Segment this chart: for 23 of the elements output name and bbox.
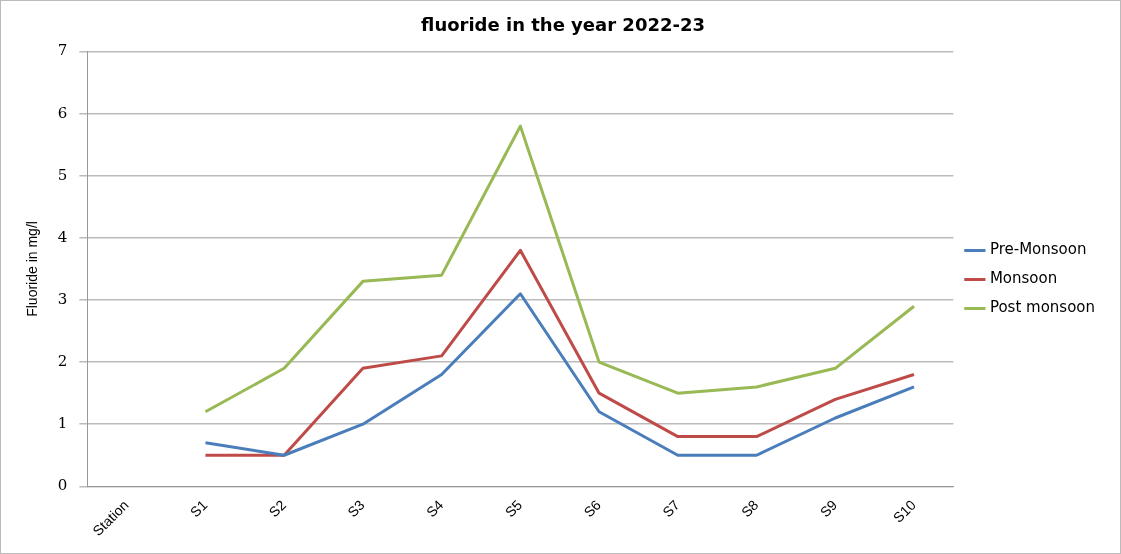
x-tick-label: S5 [501,496,526,521]
y-tick-label: 1 [57,414,68,433]
legend-label: Monsoon [989,269,1058,288]
y-tick-label: 2 [57,351,68,370]
x-tick-label: S4 [423,496,447,521]
legend-label: Pre-Monsoon [989,240,1087,259]
x-tick-label: S2 [265,496,290,521]
y-tick-label: 4 [57,227,68,246]
y-tick-label: 5 [57,165,68,184]
x-tick-label: S3 [344,496,368,521]
x-tick-label: S10 [889,496,919,526]
legend-label: Post monsoon [989,298,1095,317]
x-tick-label: S6 [580,496,605,521]
y-tick-label: 3 [57,289,68,308]
y-tick-label: 0 [57,476,68,495]
x-tick-label: S9 [816,496,841,521]
y-axis-title: Fluoride in mg/l [24,221,41,317]
x-tick-label: S1 [186,496,211,521]
x-tick-label: S7 [659,496,683,521]
y-tick-label: 7 [57,41,68,60]
chart-title: fluoride in the year 2022-23 [421,14,705,36]
x-tick-label: S8 [737,496,762,521]
y-tick-label: 6 [57,103,68,122]
